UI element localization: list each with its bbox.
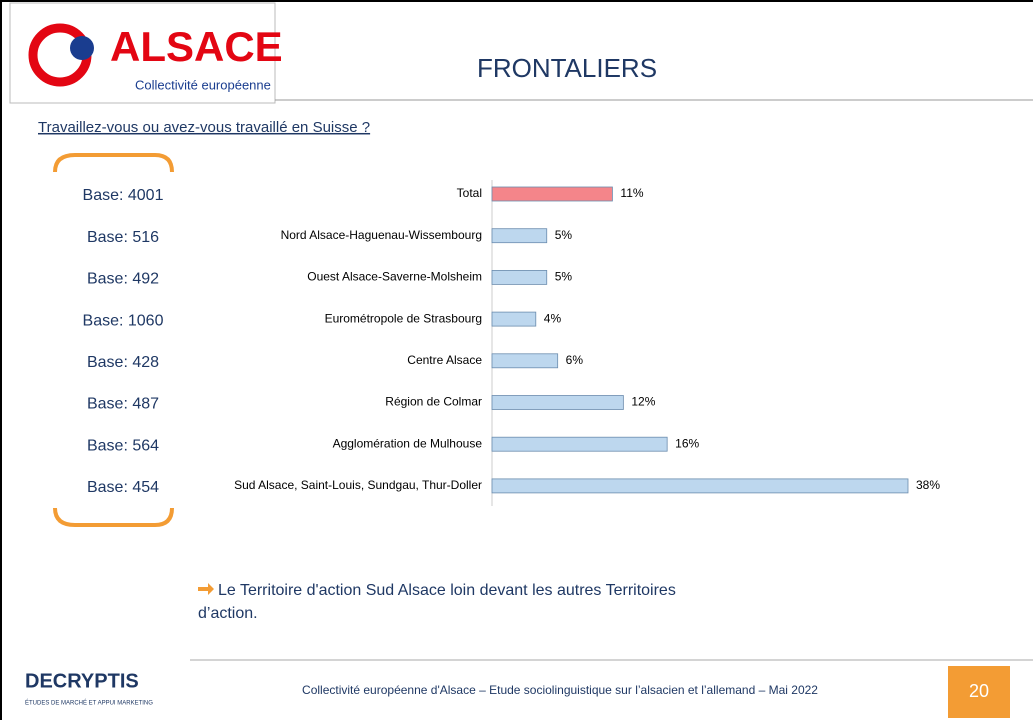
bar [491, 395, 624, 410]
value-label: 6% [566, 353, 584, 367]
slide-title: FRONTALIERS [477, 53, 657, 83]
value-label: 38% [916, 478, 940, 492]
brand: DECRYPTIS [25, 670, 139, 692]
value-label: 16% [675, 436, 699, 450]
category-label: Nord Alsace-Haguenau-Wissembourg [281, 228, 482, 242]
note-arrow [198, 583, 214, 595]
logo-eu [70, 36, 94, 60]
question: Travaillez-vous ou avez-vous travaillé e… [38, 119, 370, 136]
brand-tagline: ÉTUDES DE MARCHÉ ET APPUI MARKETING [25, 700, 153, 707]
bar [491, 478, 909, 494]
page-number: 20 [969, 681, 989, 701]
page-box [948, 666, 1010, 718]
bar [491, 353, 559, 369]
value-label: 5% [555, 228, 573, 242]
value-label: 11% [620, 186, 643, 200]
footer-text: Collectivité européenne d'Alsace – Etude… [302, 683, 818, 697]
logo-box [9, 2, 276, 104]
bar [491, 311, 537, 327]
bar [491, 436, 668, 452]
value-label: 5% [555, 270, 573, 284]
logo-name: ALSACE [110, 23, 283, 70]
note-line: d’action. [198, 605, 258, 622]
value-label: 4% [544, 311, 562, 325]
category-label: Ouest Alsace-Saverne-Molsheim [307, 270, 482, 284]
logo-tagline: Collectivité européenne [135, 77, 271, 92]
category-label: Sud Alsace, Saint-Louis, Sundgau, Thur-D… [234, 478, 482, 492]
base-label: Base: 516 [87, 229, 159, 246]
base-label: Base: 454 [87, 479, 159, 496]
bar [491, 228, 548, 244]
value-label: 12% [631, 395, 655, 409]
base-label: Base: 4001 [83, 187, 164, 204]
category-label: Région de Colmar [385, 395, 482, 409]
category-label: Agglomération de Mulhouse [333, 436, 483, 450]
bracket-bottom [53, 507, 174, 527]
base-label: Base: 564 [87, 437, 159, 454]
bracket-top [53, 153, 174, 173]
base-label: Base: 1060 [83, 312, 164, 329]
base-label: Base: 492 [87, 271, 159, 288]
bar [491, 269, 548, 285]
base-label: Base: 487 [87, 396, 159, 413]
bar [491, 186, 613, 202]
category-label: Eurométropole de Strasbourg [325, 311, 482, 325]
base-label: Base: 428 [87, 354, 159, 371]
note-line: Le Territoire d'action Sud Alsace loin d… [218, 582, 676, 599]
category-label: Total [457, 186, 482, 200]
category-label: Centre Alsace [407, 353, 482, 367]
